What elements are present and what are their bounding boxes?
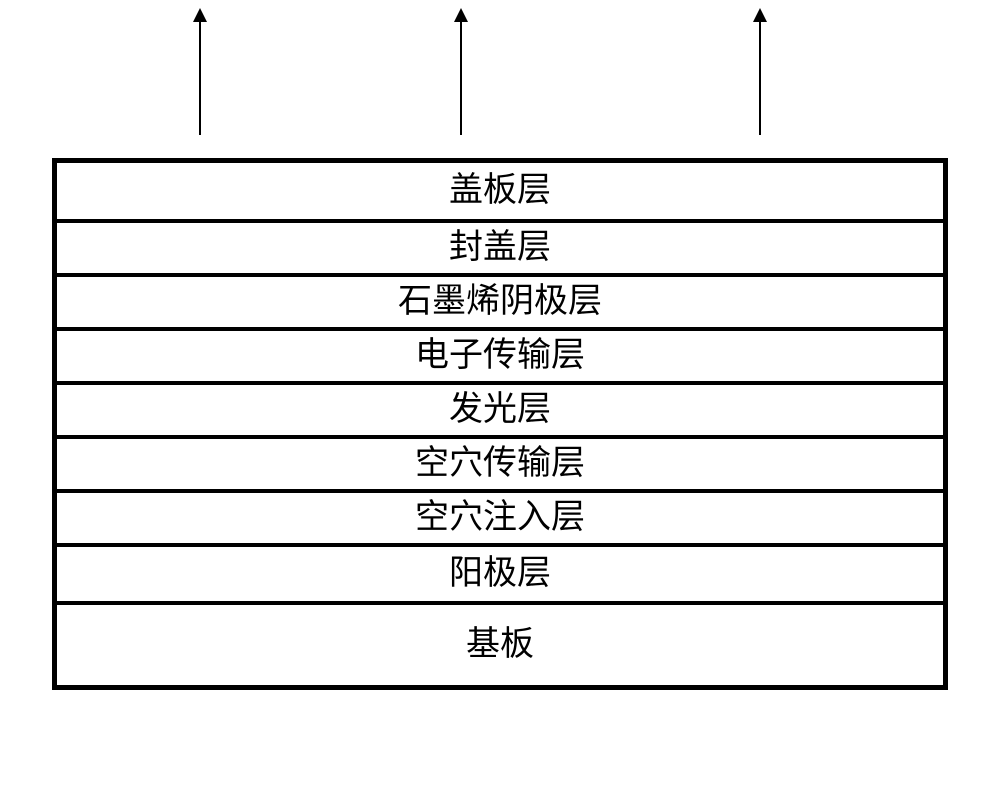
emission-arrow-2 [460,10,462,135]
layer-3: 电子传输层 [57,331,943,385]
layer-8: 基板 [57,605,943,685]
layer-6: 空穴注入层 [57,493,943,547]
layer-2: 石墨烯阴极层 [57,277,943,331]
emission-arrow-1 [199,10,201,135]
layer-0: 盖板层 [57,163,943,223]
layer-7: 阳极层 [57,547,943,605]
layer-stack: 盖板层封盖层石墨烯阴极层电子传输层发光层空穴传输层空穴注入层阳极层基板 [52,158,948,690]
emission-arrow-3 [759,10,761,135]
arrows-container [52,10,948,158]
layer-1: 封盖层 [57,223,943,277]
layer-4: 发光层 [57,385,943,439]
layer-5: 空穴传输层 [57,439,943,493]
